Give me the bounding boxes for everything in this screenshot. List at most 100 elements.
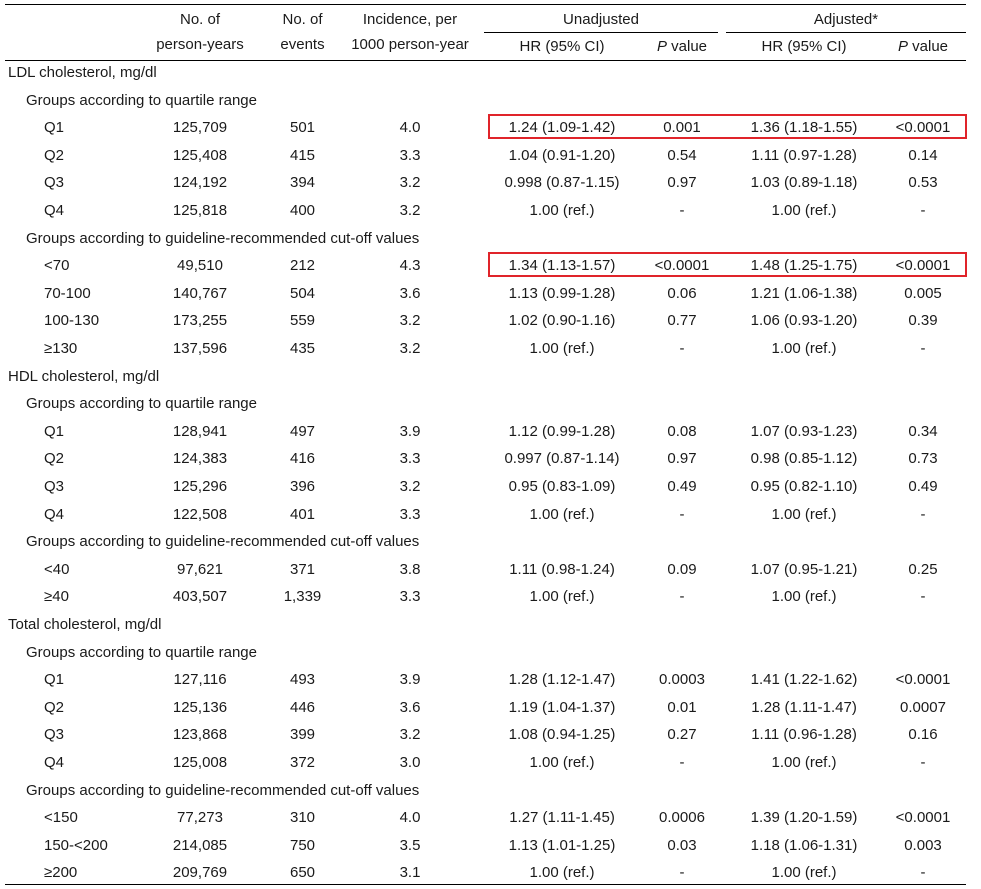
group-title: Groups according to guideline-recommende… [26,229,420,247]
person-years-cell: 214,085 [172,836,228,854]
incidence-cell: 3.2 [399,312,421,330]
hr-adjusted-cell: 1.39 (1.20-1.59) [750,809,858,827]
events-cell: 1,339 [283,588,322,606]
row-label: Q2 [44,450,65,468]
incidence-cell: 3.2 [399,478,421,495]
p-adjusted-cell: - [920,754,926,771]
incidence-cell: 3.9 [399,422,421,440]
events-cell: 750 [289,836,316,854]
events-cell: 504 [289,284,316,302]
person-years-cell: 97,621 [177,560,223,578]
hr-adjusted-cell: 1.18 (1.06-1.31) [750,836,858,854]
p-unadjusted-cell: 0.001 [663,119,701,137]
header-person-years-line2: person-years [156,36,244,53]
events-cell: 212 [289,257,316,275]
hr-adjusted-cell: 1.21 (1.06-1.38) [750,284,858,302]
events-cell: 394 [289,174,316,192]
hr-unadjusted-cell: 1.11 (0.98-1.24) [509,560,615,578]
row-label: 150-<200 [44,836,108,854]
p-unadjusted-cell: 0.27 [667,726,697,744]
hr-adjusted-cell: 1.07 (0.93-1.23) [750,422,858,440]
bottom-rule [5,884,966,885]
header-person-years-line1: No. of [179,11,221,28]
p-adjusted-cell: - [920,340,926,357]
row-label: 70-100 [44,284,91,302]
p-unadjusted-cell: 0.0003 [659,671,705,689]
section-title: Total cholesterol, mg/dl [8,616,162,633]
hr-unadjusted-cell: 1.19 (1.04-1.37) [508,698,616,716]
person-years-cell: 403,507 [172,588,228,606]
group-title: Groups according to guideline-recommende… [26,533,420,551]
events-cell: 493 [289,671,316,689]
hr-unadjusted-cell: 1.12 (0.99-1.28) [508,422,616,440]
p-unadjusted-cell: 0.54 [667,146,697,164]
row-label: Q1 [44,671,65,689]
adjusted-rule [726,32,966,33]
hr-unadjusted-cell: 1.00 (ref.) [529,505,595,523]
p-value-suffix: value [666,38,708,55]
hr-adjusted-cell: 1.00 (ref.) [771,754,837,771]
person-years-cell: 123,868 [172,726,228,744]
header-adjusted: Adjusted* [813,11,879,28]
incidence-cell: 4.3 [399,257,421,275]
p-unadjusted-cell: 0.49 [667,478,697,495]
p-adjusted-cell: - [920,202,926,219]
p-unadjusted-cell: 0.06 [667,284,697,302]
incidence-cell: 3.8 [399,560,421,578]
row-label: Q4 [44,505,65,523]
hr-unadjusted-cell: 1.27 (1.11-1.45) [509,809,615,827]
p-unadjusted-cell: <0.0001 [654,257,710,275]
p-unadjusted-cell: - [679,588,685,606]
p-unadjusted-cell: - [679,505,685,523]
person-years-cell: 128,941 [172,422,228,440]
events-cell: 310 [289,809,316,827]
row-label: Q3 [44,478,65,495]
header-p-unadjusted: P value [644,38,720,56]
hr-adjusted-cell: 0.98 (0.85-1.12) [750,450,858,468]
incidence-cell: 3.3 [399,505,421,523]
section-title: LDL cholesterol, mg/dl [8,64,157,81]
person-years-cell: 122,508 [172,505,228,523]
p-adjusted-cell: 0.005 [904,284,942,302]
p-adjusted-cell: - [920,588,926,606]
p-unadjusted-cell: 0.08 [667,422,697,440]
events-cell: 497 [289,422,316,440]
person-years-cell: 49,510 [177,257,223,275]
events-cell: 415 [289,146,316,164]
highlight-box [488,252,967,278]
row-label: Q1 [44,422,65,440]
incidence-cell: 3.5 [399,836,421,854]
unadjusted-rule [484,32,718,33]
hr-unadjusted-cell: 0.997 (0.87-1.14) [504,450,620,468]
p-unadjusted-cell: 0.0006 [659,809,705,827]
person-years-cell: 125,818 [172,202,228,219]
events-cell: 435 [289,340,316,357]
p-adjusted-cell: 0.49 [908,478,938,495]
person-years-cell: 173,255 [172,312,228,330]
hr-unadjusted-cell: 1.00 (ref.) [529,588,595,606]
hr-adjusted-cell: 1.48 (1.25-1.75) [750,257,858,275]
events-cell: 371 [289,560,316,578]
header-rule [5,60,966,61]
person-years-cell: 125,408 [172,146,228,164]
p-unadjusted-cell: 0.09 [667,560,697,578]
hr-adjusted-cell: 1.00 (ref.) [771,340,837,357]
p-unadjusted-cell: - [679,340,685,357]
p-italic: P [897,38,908,55]
p-adjusted-cell: 0.39 [908,312,938,330]
incidence-cell: 3.2 [399,202,421,219]
header-hr-unadjusted: HR (95% CI) [519,38,605,55]
incidence-cell: 3.6 [399,284,421,302]
p-italic: P [656,38,667,55]
row-label: <70 [44,257,70,275]
hr-adjusted-cell: 1.36 (1.18-1.55) [750,119,858,137]
p-unadjusted-cell: - [679,864,685,882]
person-years-cell: 137,596 [172,340,228,357]
hr-unadjusted-cell: 1.13 (1.01-1.25) [508,836,616,854]
p-unadjusted-cell: - [679,202,685,219]
person-years-cell: 125,296 [172,478,228,495]
p-adjusted-cell: 0.14 [908,146,938,164]
hr-adjusted-cell: 1.03 (0.89-1.18) [750,174,858,192]
highlight-box [488,114,967,140]
p-adjusted-cell: 0.003 [904,836,942,854]
